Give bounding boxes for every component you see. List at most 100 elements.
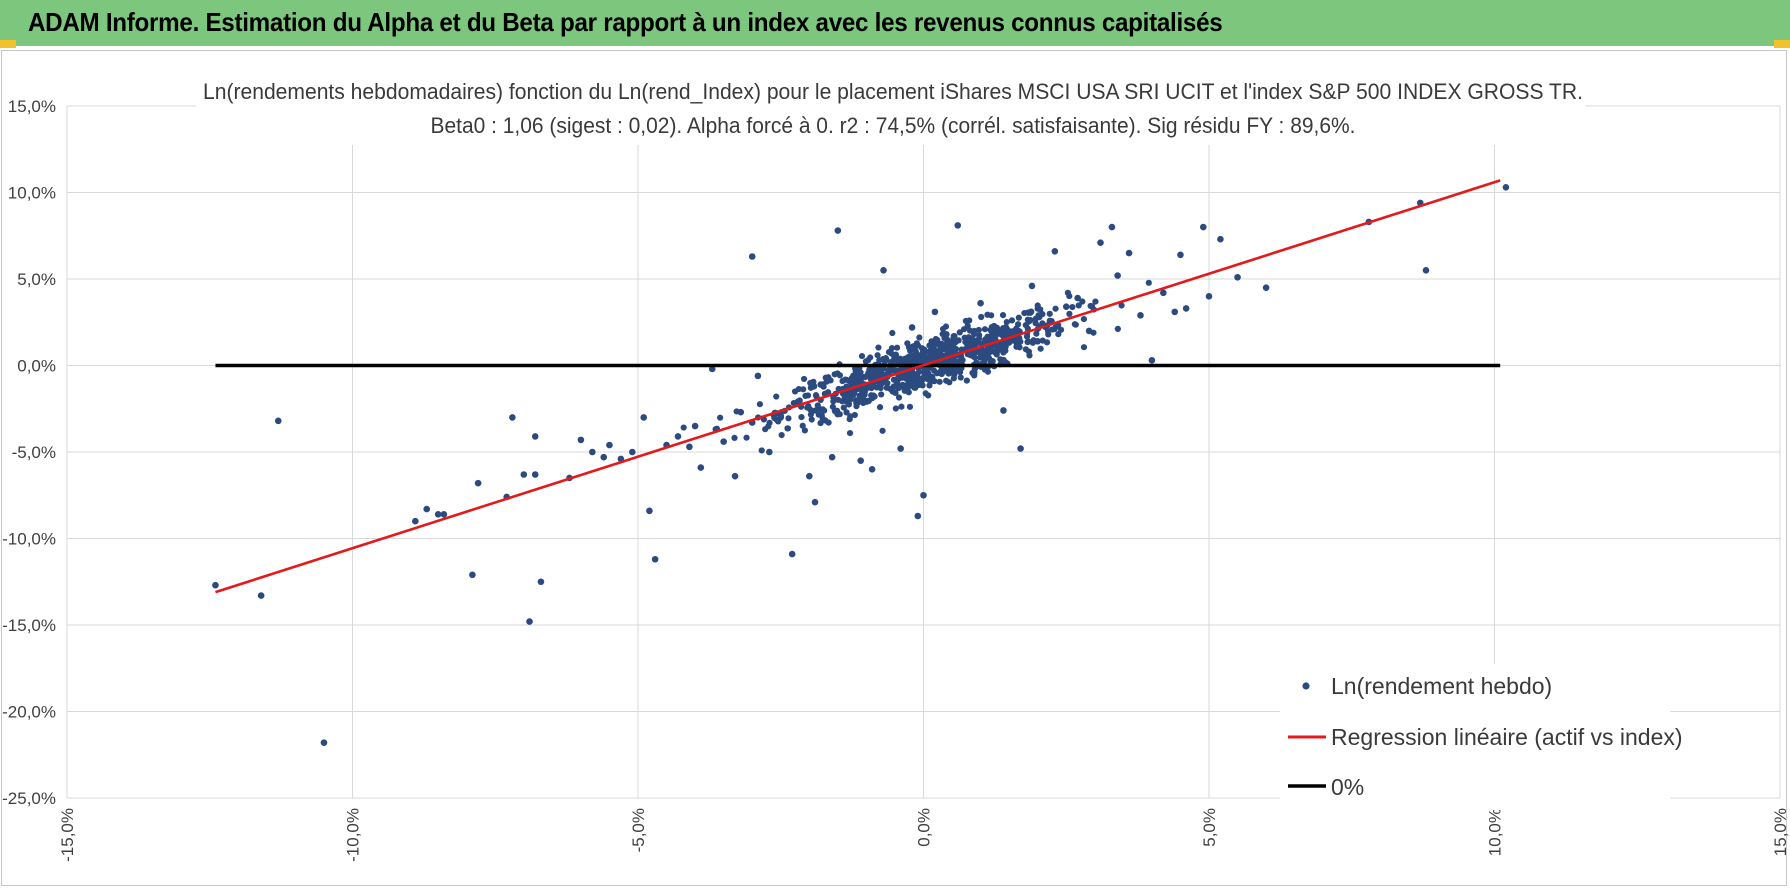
data-point — [943, 365, 951, 373]
data-point — [987, 333, 994, 340]
report-title: ADAM Informe. Estimation du Alpha et du … — [28, 7, 1223, 37]
data-point — [880, 267, 887, 274]
data-point — [993, 351, 1000, 358]
data-point — [1022, 346, 1029, 353]
data-point — [926, 382, 933, 389]
data-point — [843, 398, 850, 405]
data-point — [1037, 345, 1044, 352]
data-point — [934, 336, 941, 344]
data-point — [1000, 407, 1007, 414]
data-point — [748, 253, 756, 260]
data-point — [834, 227, 842, 234]
data-point — [1014, 321, 1022, 328]
data-point — [731, 472, 739, 480]
data-point — [909, 352, 916, 360]
data-point — [1017, 445, 1024, 452]
data-point — [807, 411, 814, 418]
data-point — [993, 343, 1000, 350]
data-point — [1090, 329, 1097, 336]
data-point — [952, 339, 959, 346]
legend-marker-points — [1302, 682, 1310, 690]
data-point — [925, 392, 932, 399]
data-point — [981, 326, 989, 333]
data-point — [720, 438, 727, 445]
data-point — [988, 312, 995, 319]
data-point — [993, 324, 1001, 331]
legend-label-zero: 0% — [1331, 774, 1364, 800]
data-point — [812, 407, 819, 414]
data-point — [824, 389, 832, 396]
data-point — [846, 394, 854, 401]
data-point — [884, 380, 891, 387]
chart-title: Ln(rendements hebdomadaires) fonction du… — [203, 79, 1583, 104]
data-point — [1118, 302, 1125, 309]
data-point — [883, 384, 890, 391]
data-point — [874, 352, 881, 359]
data-point — [1052, 305, 1059, 312]
data-point — [1171, 308, 1179, 316]
legend: Ln(rendement hebdo) Regression linéaire … — [1280, 664, 1683, 810]
data-point — [423, 505, 431, 513]
y-tick-label: 0,0% — [17, 357, 56, 376]
corner-marker-left — [0, 40, 16, 48]
data-point — [1039, 337, 1046, 344]
data-point — [954, 222, 962, 229]
data-point — [960, 326, 968, 333]
data-point — [933, 370, 941, 377]
data-point — [848, 376, 856, 384]
data-point — [1217, 235, 1224, 243]
data-point — [1025, 318, 1033, 325]
data-point — [835, 396, 842, 403]
data-point — [778, 431, 785, 439]
data-point — [956, 329, 963, 336]
data-point — [853, 399, 860, 406]
data-point — [971, 369, 978, 376]
data-point — [997, 330, 1004, 337]
data-point — [773, 393, 780, 400]
data-point — [434, 510, 442, 518]
x-tick-label: -15,0% — [58, 808, 77, 862]
corner-marker-right — [1774, 40, 1790, 48]
regression-line — [215, 179, 1501, 594]
data-point — [1097, 239, 1104, 246]
data-point — [762, 426, 769, 433]
data-point — [836, 372, 844, 379]
data-point — [674, 433, 682, 440]
data-point — [946, 379, 953, 386]
series-lines — [215, 179, 1501, 594]
data-point — [1016, 344, 1023, 351]
data-point — [971, 354, 978, 361]
data-point — [577, 436, 585, 444]
data-point — [1148, 357, 1156, 364]
data-point — [892, 405, 899, 412]
data-point — [856, 392, 863, 399]
data-point — [469, 571, 476, 579]
data-point — [1092, 298, 1099, 305]
data-point — [807, 406, 814, 413]
data-point — [987, 346, 994, 354]
data-point — [795, 385, 802, 393]
data-point — [841, 393, 848, 400]
data-point — [1003, 318, 1010, 326]
data-point — [1234, 273, 1241, 281]
data-point — [875, 344, 882, 351]
data-point — [766, 419, 773, 426]
data-point — [917, 357, 924, 364]
data-point — [926, 343, 934, 350]
data-point — [829, 403, 836, 410]
legend-label-points: Ln(rendement hebdo) — [1331, 673, 1552, 699]
data-point — [733, 408, 740, 415]
data-point — [968, 342, 975, 349]
data-point — [978, 313, 985, 321]
data-point — [785, 415, 792, 422]
data-point — [902, 355, 910, 362]
data-point — [945, 357, 952, 364]
data-point — [804, 392, 812, 399]
data-point — [811, 498, 819, 506]
data-point — [1004, 326, 1011, 333]
data-point — [1125, 249, 1133, 257]
data-point — [862, 358, 869, 365]
data-point — [212, 581, 219, 589]
data-point — [950, 375, 957, 382]
data-point — [931, 308, 939, 316]
